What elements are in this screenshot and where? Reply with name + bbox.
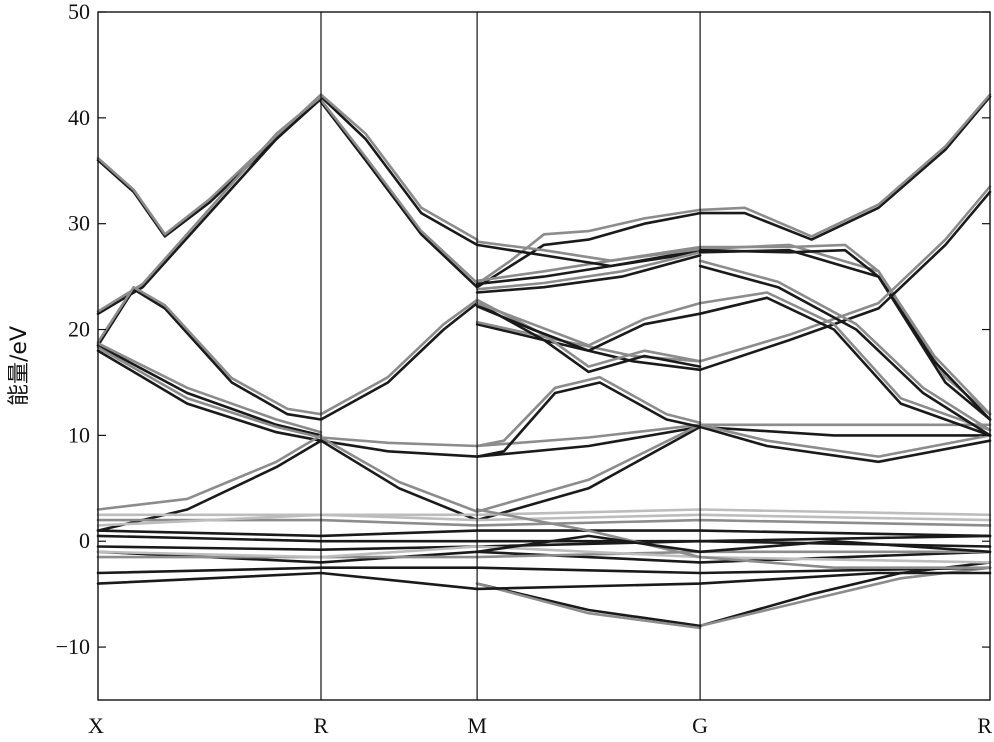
band-line-4 xyxy=(319,93,479,241)
band-line-11 xyxy=(319,301,479,421)
band-line-48 xyxy=(698,185,992,363)
band-line-56 xyxy=(475,582,702,630)
band-line-20 xyxy=(698,423,992,458)
band-line-42 xyxy=(698,93,992,238)
band-line-17 xyxy=(319,425,992,458)
band-line-62 xyxy=(96,529,992,538)
x-tick-label-4: R xyxy=(977,713,992,738)
band-line-32 xyxy=(475,301,702,347)
band-line-29 xyxy=(475,301,702,374)
band-line-31 xyxy=(475,305,702,352)
band-line-52 xyxy=(698,259,992,432)
band-line-54 xyxy=(698,566,992,628)
band-line-18 xyxy=(319,423,992,448)
plot-frame xyxy=(97,11,991,701)
band-line-2 xyxy=(96,93,323,236)
band-line-14 xyxy=(96,342,323,434)
x-tick-label-0: X xyxy=(88,713,104,738)
band-line-40 xyxy=(475,251,702,291)
band-line-25 xyxy=(475,381,702,458)
x-tick-label-3: G xyxy=(692,713,708,738)
y-tick-label-1: 40 xyxy=(68,105,90,130)
band-line-61 xyxy=(96,534,992,543)
band-line-16 xyxy=(96,346,323,439)
band-line-33 xyxy=(475,211,702,289)
band-line-55 xyxy=(475,582,702,628)
band-line-6 xyxy=(319,98,479,285)
bands-group xyxy=(96,93,992,630)
band-line-46 xyxy=(698,243,992,416)
band-line-5 xyxy=(319,100,479,289)
band-line-30 xyxy=(475,298,702,368)
kpoint-lines-group xyxy=(320,12,701,700)
y-tick-label-0: 50 xyxy=(68,0,90,24)
band-line-45 xyxy=(698,248,992,421)
y-tick-label-2: 30 xyxy=(68,211,90,236)
x-tick-label-1: R xyxy=(314,713,329,738)
band-line-49 xyxy=(698,296,992,437)
y-tick-label-3: 20 xyxy=(68,317,90,342)
band-line-34 xyxy=(475,208,702,286)
band-line-10 xyxy=(96,285,323,416)
y-tick-label-6: −10 xyxy=(56,634,90,659)
band-line-51 xyxy=(698,264,992,437)
band-line-19 xyxy=(698,425,992,464)
band-line-26 xyxy=(475,375,702,448)
band-line-50 xyxy=(698,291,992,432)
band-line-41 xyxy=(698,95,992,241)
band-line-37 xyxy=(475,243,702,268)
band-line-47 xyxy=(698,190,992,372)
y-axis: 50 40 30 20 10 0 −10 xyxy=(56,0,990,659)
band-line-57 xyxy=(96,571,992,591)
band-line-8 xyxy=(96,95,323,313)
band-line-24 xyxy=(96,434,323,511)
band-line-44 xyxy=(698,243,992,416)
y-tick-label-5: 0 xyxy=(79,528,90,553)
x-tick-label-2: M xyxy=(467,713,487,738)
band-line-1 xyxy=(96,95,323,238)
y-tick-label-4: 10 xyxy=(68,422,90,447)
band-line-38 xyxy=(475,240,702,262)
band-line-13 xyxy=(96,344,323,437)
y-axis-label: 能量/eV xyxy=(7,326,32,406)
band-line-66 xyxy=(96,508,992,517)
band-line-12 xyxy=(319,298,479,416)
band-line-7 xyxy=(96,97,323,315)
band-line-15 xyxy=(96,349,323,442)
band-line-3 xyxy=(319,95,479,247)
band-line-39 xyxy=(475,254,702,294)
